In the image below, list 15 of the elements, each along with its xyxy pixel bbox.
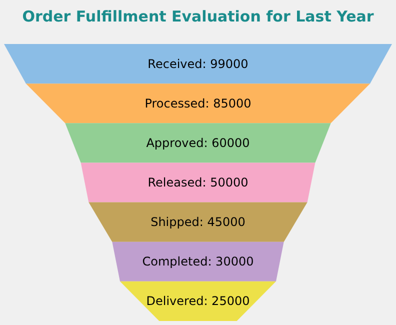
data-label: : 85000 — [205, 96, 252, 110]
data-label: : 50000 — [202, 176, 248, 190]
text: Order Fulfillment Evaluation for Last Year — [22, 8, 374, 26]
data-label: : 25000 — [204, 294, 250, 308]
data-label: : 45000 — [199, 215, 246, 230]
data-label: : 30000 — [208, 254, 254, 269]
category-label: Approved — [146, 136, 204, 150]
category-label: Completed — [142, 254, 208, 269]
category-label: Released — [148, 176, 202, 190]
category-label: Received — [148, 56, 202, 71]
category-label: Delivered — [146, 294, 204, 308]
category-label: Processed — [144, 96, 206, 110]
data-label: : 60000 — [204, 136, 250, 150]
category-label: Shipped — [150, 215, 200, 230]
data-label: : 99000 — [202, 56, 248, 71]
